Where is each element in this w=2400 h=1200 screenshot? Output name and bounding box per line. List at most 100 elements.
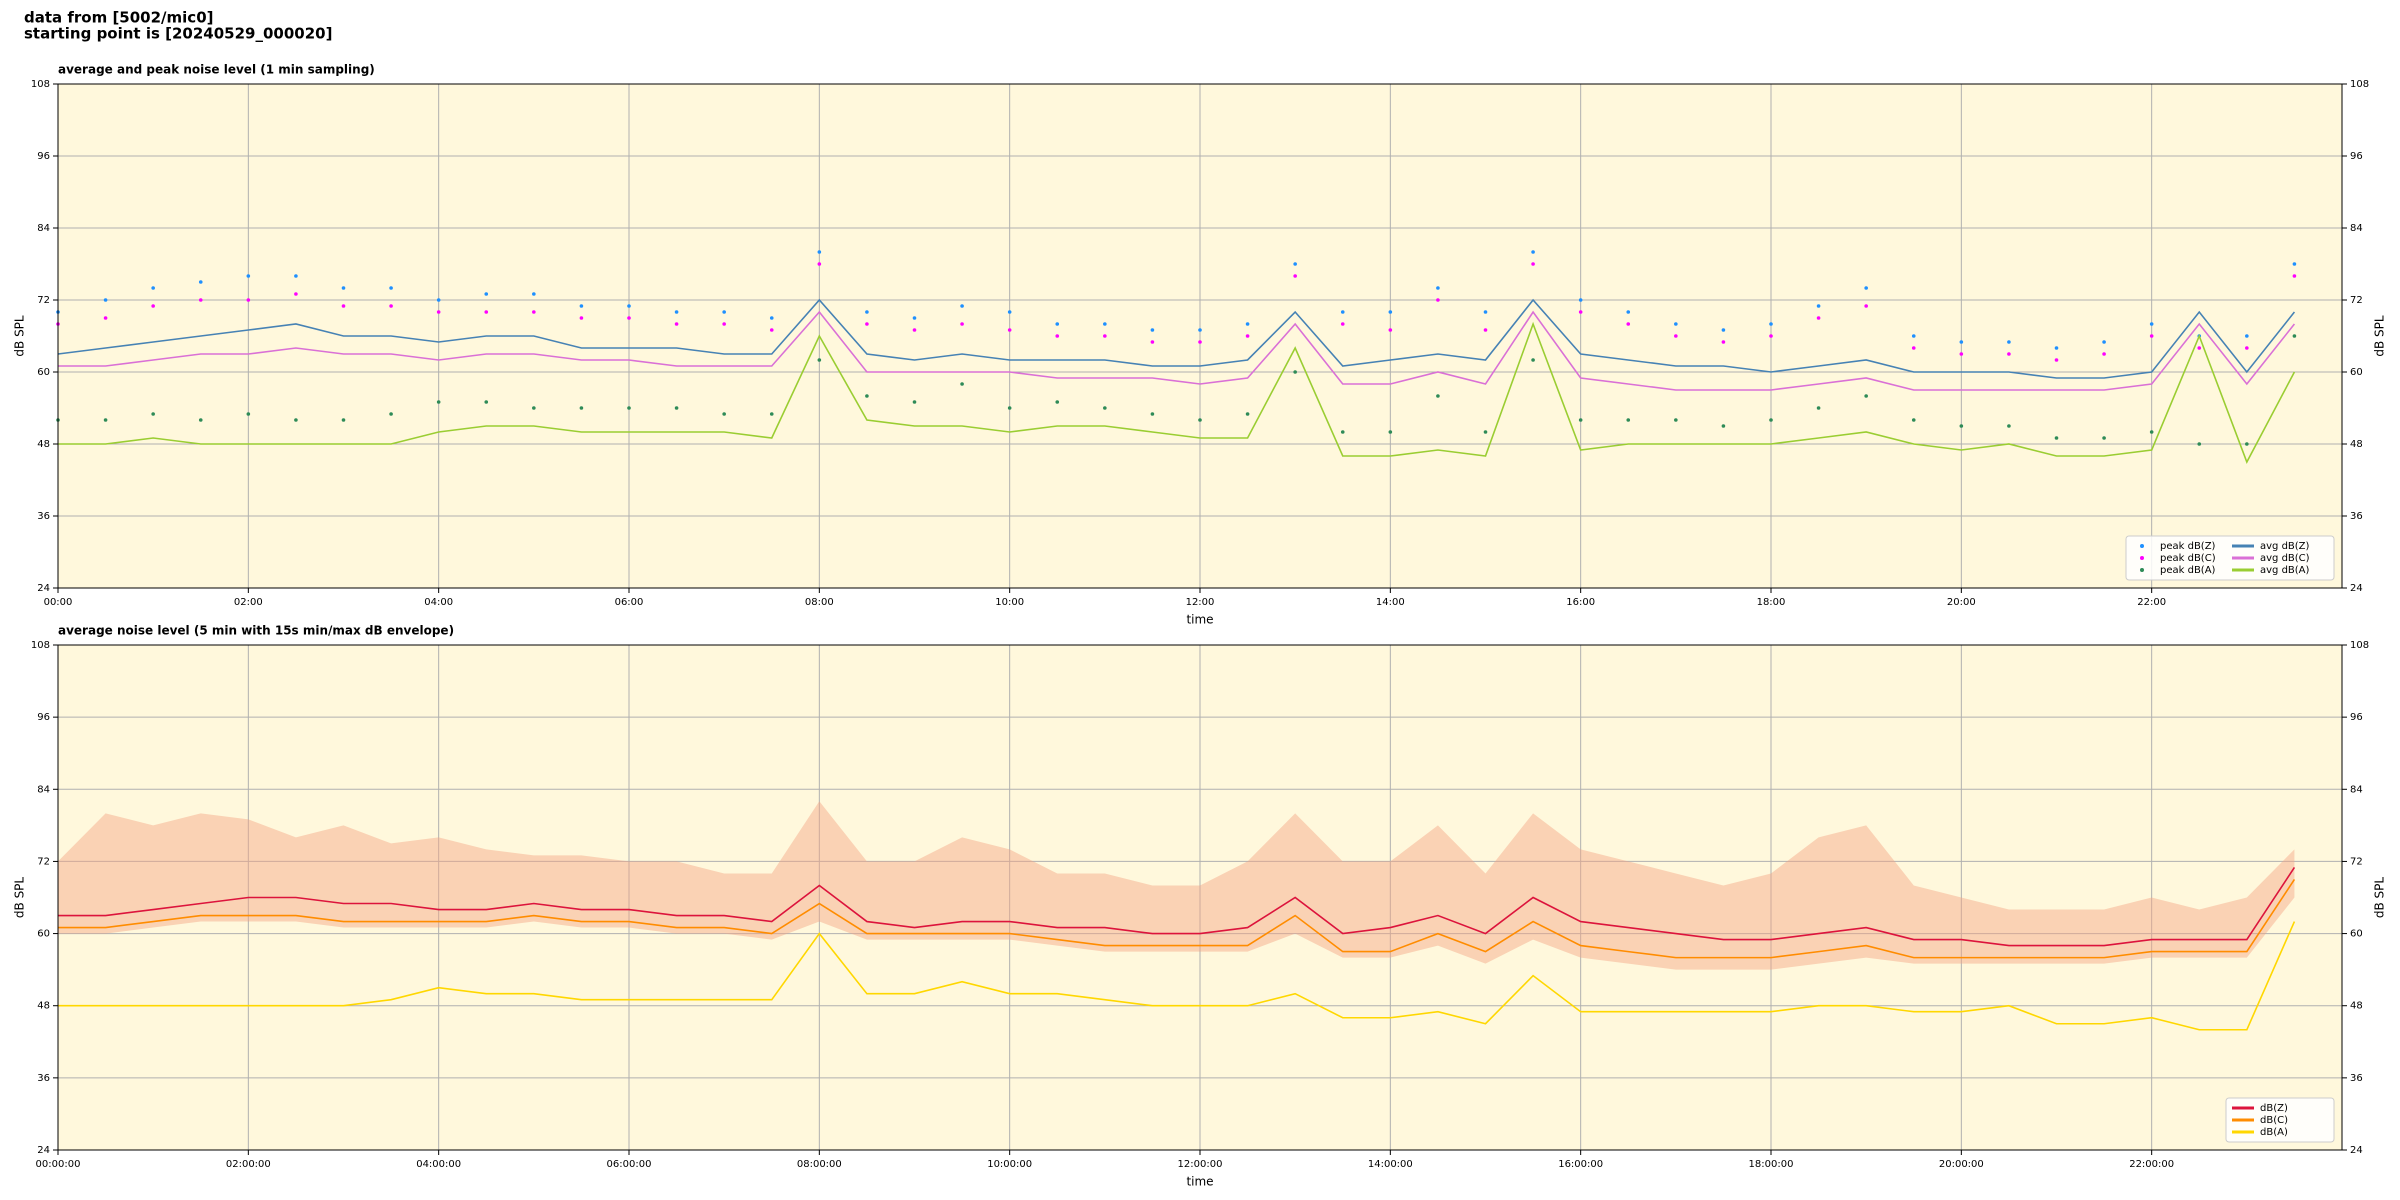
peak-point [1007, 328, 1012, 332]
peak-point [817, 358, 822, 362]
x-tick-label: 12:00:00 [1178, 1159, 1223, 1170]
peak-point [769, 316, 774, 320]
peak-point [103, 418, 108, 422]
peak-point [1674, 418, 1678, 422]
peak-point [1911, 346, 1916, 350]
peak-point [912, 316, 917, 320]
peak-point [2149, 322, 2154, 326]
x-tick-label: 00:00 [44, 597, 73, 608]
peak-point [865, 322, 869, 326]
peak-point [1721, 424, 1726, 428]
peak-point [2007, 424, 2011, 428]
peak-point [1721, 328, 1726, 332]
peak-point [674, 406, 679, 410]
peak-point [198, 280, 203, 284]
peak-point [2292, 274, 2297, 278]
legend-label: peak dB(C) [2160, 553, 2216, 564]
series-line [58, 321, 2296, 464]
peak-point [1864, 304, 1868, 308]
legend-marker [2140, 556, 2144, 560]
peak-point [389, 286, 393, 290]
peak-point [1531, 262, 1535, 266]
peak-point [1198, 418, 1202, 422]
peak-point [1293, 370, 1297, 374]
y-tick-label: 84 [37, 223, 50, 234]
peak-point [294, 274, 298, 278]
peak-point [2245, 334, 2249, 338]
x-tick-label: 02:00:00 [226, 1159, 271, 1170]
peak-point [1055, 334, 1060, 338]
y2-tick-label: 48 [2350, 439, 2363, 450]
peak-point [817, 262, 822, 266]
peak-point [1388, 310, 1393, 314]
y-tick-label: 72 [37, 295, 50, 306]
peak-point [1816, 304, 1821, 308]
legend-label: dB(Z) [2260, 1103, 2288, 1114]
x-tick-label: 10:00:00 [987, 1159, 1032, 1170]
x-tick-label: 14:00 [1376, 597, 1405, 608]
y-tick-label: 36 [37, 511, 50, 522]
y2-tick-label: 24 [2350, 1145, 2363, 1156]
x-tick-label: 06:00 [615, 597, 644, 608]
legend-box [2125, 535, 2335, 581]
y-axis-label: dB SPL [13, 877, 27, 919]
peak-point [960, 382, 964, 386]
peak-point [1674, 334, 1678, 338]
peak-point [1245, 334, 1250, 338]
peak-point [722, 412, 726, 416]
peak-point [2102, 340, 2106, 344]
peak-point [198, 418, 203, 422]
peak-point [1245, 412, 1250, 416]
x-tick-label: 14:00:00 [1368, 1159, 1413, 1170]
peak-point [627, 316, 631, 320]
y2-tick-label: 36 [2350, 1073, 2363, 1084]
peak-point [1388, 328, 1393, 332]
x-tick-label: 08:00:00 [797, 1159, 842, 1170]
x-axis-label: time [1186, 613, 1213, 627]
peak-point [1959, 424, 1964, 428]
peak-point [436, 298, 441, 302]
x-tick-label: 02:00 [234, 597, 263, 608]
peak-point [1816, 406, 1821, 410]
x-tick-label: 16:00 [1566, 597, 1595, 608]
peak-point [1531, 358, 1535, 362]
y-tick-label: 96 [37, 712, 50, 723]
peak-point [2054, 346, 2059, 350]
peak-point [674, 310, 679, 314]
peak-point [2292, 334, 2297, 338]
peak-point [389, 304, 393, 308]
plot-frame [57, 83, 2343, 589]
peak-point [1150, 412, 1155, 416]
peak-point [151, 286, 155, 290]
peak-point [1103, 334, 1107, 338]
peak-point [1150, 328, 1155, 332]
y-tick-label: 60 [37, 929, 50, 940]
peak-point [2054, 358, 2059, 362]
y-tick-label: 36 [37, 1073, 50, 1084]
y-tick-label: 96 [37, 151, 50, 162]
peak-point [817, 250, 822, 254]
peak-point [532, 292, 536, 296]
peak-point [436, 400, 441, 404]
peak-point [1864, 286, 1868, 290]
peak-point [484, 310, 489, 314]
peak-point [2197, 346, 2202, 350]
peak-point [1578, 418, 1583, 422]
x-tick-label: 22:00:00 [2129, 1159, 2174, 1170]
peak-point [1103, 406, 1107, 410]
peak-point [1436, 394, 1440, 398]
series-line [58, 879, 2296, 959]
legend-marker [2140, 544, 2144, 548]
header-line: data from [5002/mic0] [24, 9, 214, 27]
peak-point [1055, 400, 1060, 404]
peak-point [151, 412, 155, 416]
peak-point [1388, 430, 1393, 434]
y2-tick-label: 108 [2350, 640, 2369, 651]
peak-point [579, 406, 584, 410]
peak-point [1578, 310, 1583, 314]
peak-point [294, 292, 298, 296]
y-tick-label: 108 [31, 79, 50, 90]
peak-point [1483, 328, 1488, 332]
y2-tick-label: 60 [2350, 929, 2363, 940]
